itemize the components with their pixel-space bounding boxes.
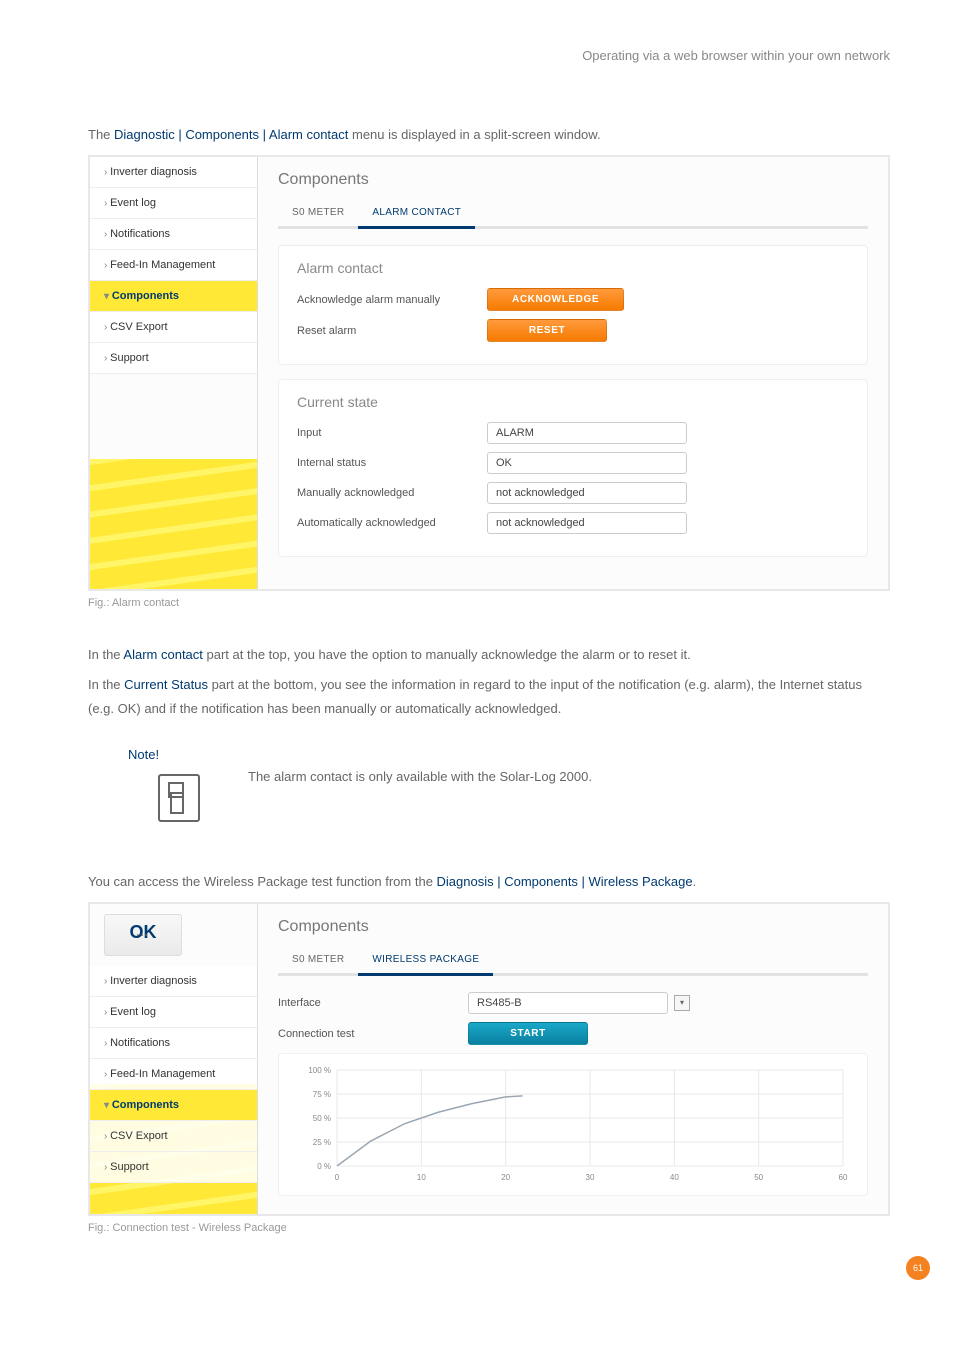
sidebar-item[interactable]: Feed-In Management — [90, 1059, 257, 1090]
tabs: S0 METERALARM CONTACT — [278, 199, 868, 229]
para-alarm-contact: In the Alarm contact part at the top, yo… — [88, 643, 890, 667]
start-button[interactable]: START — [468, 1022, 588, 1045]
svg-text:20: 20 — [501, 1173, 510, 1182]
svg-text:0 %: 0 % — [317, 1162, 331, 1171]
connection-chart: 100 % 75 % 50 % 25 % 0 % 0 10 20 30 40 50 60 — [278, 1053, 868, 1196]
screenshot-alarm-contact: Inverter diagnosisEvent logNotifications… — [88, 155, 890, 591]
content-title: Components — [278, 171, 868, 189]
current-state-panel: Current state InputALARM Internal statusO… — [278, 379, 868, 557]
sidebar: OK Inverter diagnosisEvent logNotificati… — [90, 904, 258, 1214]
sidebar-item[interactable]: Feed-In Management — [90, 250, 257, 281]
svg-text:40: 40 — [670, 1173, 679, 1182]
line-chart: 100 % 75 % 50 % 25 % 0 % 0 10 20 30 40 50 60 — [293, 1064, 853, 1184]
acknowledge-button[interactable]: ACKNOWLEDGE — [487, 288, 624, 311]
figure-caption: Fig.: Alarm contact — [88, 597, 890, 609]
tab[interactable]: ALARM CONTACT — [358, 199, 475, 229]
intro-post: menu is displayed in a split-screen wind… — [348, 127, 600, 142]
interface-label: Interface — [278, 997, 468, 1009]
tab[interactable]: S0 METER — [278, 199, 358, 226]
sidebar-item[interactable]: Event log — [90, 188, 257, 219]
ack-label: Acknowledge alarm manually — [297, 294, 487, 306]
note-block: Note! The alarm contact is only availabl… — [128, 747, 890, 822]
svg-text:60: 60 — [839, 1173, 848, 1182]
intro-text: The Diagnostic | Components | Alarm cont… — [88, 123, 890, 147]
state-label: Internal status — [297, 457, 487, 469]
sidebar-item[interactable]: CSV Export — [90, 1121, 257, 1152]
content-title: Components — [278, 918, 868, 936]
state-label: Input — [297, 427, 487, 439]
sidebar-item[interactable]: Inverter diagnosis — [90, 966, 257, 997]
sidebar-item[interactable]: CSV Export — [90, 312, 257, 343]
sidebar: Inverter diagnosisEvent logNotifications… — [90, 157, 258, 589]
page-header: Operating via a web browser within your … — [88, 48, 890, 63]
sidebar-item[interactable]: Notifications — [90, 219, 257, 250]
note-icon — [158, 774, 200, 822]
svg-text:0: 0 — [335, 1173, 340, 1182]
connection-test-label: Connection test — [278, 1028, 468, 1040]
para-current-status: In the Current Status part at the bottom… — [88, 673, 890, 721]
state-value: OK — [487, 452, 687, 474]
sidebar-item[interactable]: Components — [90, 1090, 257, 1121]
svg-text:25 %: 25 % — [313, 1138, 331, 1147]
note-title: Note! — [128, 747, 248, 762]
state-label: Manually acknowledged — [297, 487, 487, 499]
screenshot-wireless-package: OK Inverter diagnosisEvent logNotificati… — [88, 902, 890, 1216]
interface-value: RS485-B — [468, 992, 668, 1014]
sidebar-item[interactable]: Event log — [90, 997, 257, 1028]
device-logo: OK — [104, 914, 182, 956]
tabs: S0 METERWIRELESS PACKAGE — [278, 946, 868, 976]
intro-highlight: Diagnostic | Components | Alarm contact — [114, 127, 348, 142]
sidebar-item[interactable]: Support — [90, 343, 257, 374]
para-wireless: You can access the Wireless Package test… — [88, 870, 890, 894]
dropdown-icon[interactable]: ▾ — [674, 995, 690, 1011]
svg-text:10: 10 — [417, 1173, 426, 1182]
reset-label: Reset alarm — [297, 325, 487, 337]
alarm-contact-panel: Alarm contact Acknowledge alarm manually… — [278, 245, 868, 365]
state-value: not acknowledged — [487, 512, 687, 534]
panel-heading: Alarm contact — [297, 260, 849, 276]
svg-text:100 %: 100 % — [308, 1066, 331, 1075]
svg-text:30: 30 — [586, 1173, 595, 1182]
svg-text:75 %: 75 % — [313, 1090, 331, 1099]
reset-button[interactable]: RESET — [487, 319, 607, 342]
state-value: ALARM — [487, 422, 687, 444]
sidebar-item[interactable]: Inverter diagnosis — [90, 157, 257, 188]
sidebar-item[interactable]: Notifications — [90, 1028, 257, 1059]
sidebar-decoration — [90, 459, 257, 589]
sidebar-item[interactable]: Components — [90, 281, 257, 312]
svg-text:50: 50 — [754, 1173, 763, 1182]
panel-heading: Current state — [297, 394, 849, 410]
tab[interactable]: WIRELESS PACKAGE — [358, 946, 493, 976]
sidebar-item[interactable]: Support — [90, 1152, 257, 1183]
state-label: Automatically acknowledged — [297, 517, 487, 529]
intro-pre: The — [88, 127, 114, 142]
note-text: The alarm contact is only available with… — [248, 747, 890, 784]
svg-text:50 %: 50 % — [313, 1114, 331, 1123]
tab[interactable]: S0 METER — [278, 946, 358, 973]
state-value: not acknowledged — [487, 482, 687, 504]
figure-caption: Fig.: Connection test - Wireless Package — [88, 1222, 890, 1234]
